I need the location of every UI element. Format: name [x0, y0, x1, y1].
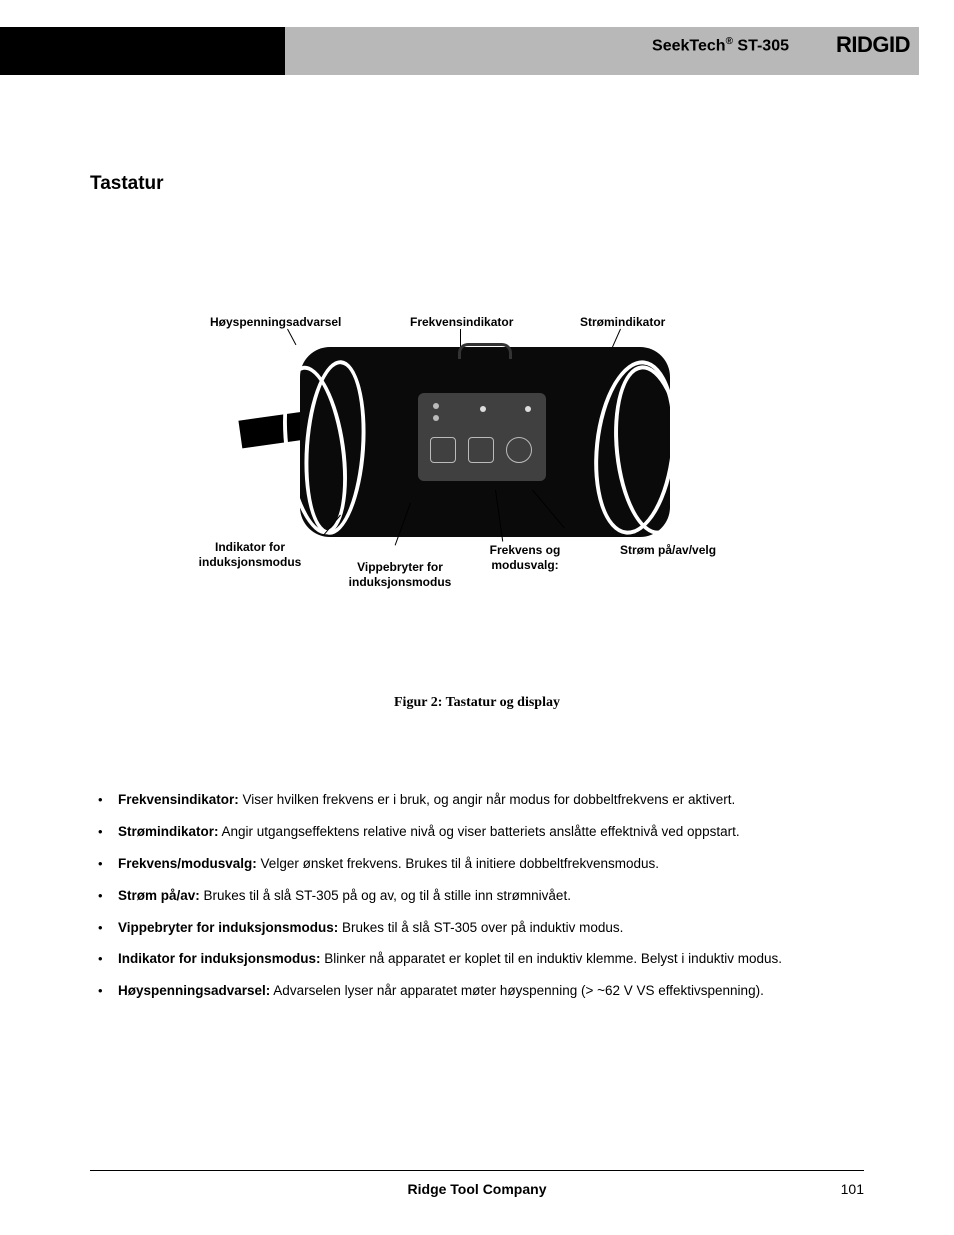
list-item: Strømindikator: Angir utgangseffektens r… [90, 823, 864, 842]
bullet-desc: Viser hvilken frekvens er i bruk, og ang… [239, 792, 735, 807]
label-frequency-indicator: Frekvensindikator [410, 315, 513, 330]
product-name: SeekTech® ST-305 [652, 36, 789, 55]
registered-mark: ® [726, 36, 733, 47]
bullet-desc: Velger ønsket frekvens. Brukes til å ini… [257, 856, 659, 871]
label-line: Frekvens og [490, 543, 561, 557]
label-line: modusvalg: [491, 558, 558, 572]
figure-caption: Figur 2: Tastatur og display [90, 695, 864, 711]
keypad-button [506, 437, 532, 463]
label-line: induksjonsmodus [199, 555, 302, 569]
bullet-term: Strøm på/av: [118, 888, 200, 903]
keypad-button [468, 437, 494, 463]
list-item: Høyspenningsadvarsel: Advarselen lyser n… [90, 982, 864, 1001]
bullet-desc: Blinker nå apparatet er koplet til en in… [321, 951, 782, 966]
list-item: Strøm på/av: Brukes til å slå ST-305 på … [90, 887, 864, 906]
list-item: Vippebryter for induksjonsmodus: Brukes … [90, 919, 864, 938]
device-handle [458, 343, 512, 359]
label-power-indicator: Strømindikator [580, 315, 665, 330]
keypad-led [525, 406, 531, 412]
keypad-led [433, 403, 439, 409]
bullet-desc: Advarselen lyser når apparatet møter høy… [270, 983, 764, 998]
page-content: Tastatur Høyspenningsadvarsel Frekvensin… [0, 173, 954, 1001]
list-item: Frekvensindikator: Viser hvilken frekven… [90, 791, 864, 810]
lead-line [612, 329, 621, 348]
header-black-block [0, 27, 285, 75]
brand-logo: RIDGID [836, 32, 910, 58]
product-suffix: ST-305 [737, 37, 789, 54]
label-high-voltage: Høyspenningsadvarsel [210, 315, 341, 330]
label-line: induksjonsmodus [349, 575, 452, 589]
bullet-term: Indikator for induksjonsmodus: [118, 951, 321, 966]
keypad-button [430, 437, 456, 463]
keypad-figure: Høyspenningsadvarsel Frekvensindikator S… [90, 315, 864, 615]
product-prefix: SeekTech [652, 37, 726, 54]
bullet-term: Frekvensindikator: [118, 792, 239, 807]
list-item: Indikator for induksjonsmodus: Blinker n… [90, 950, 864, 969]
lead-line [287, 329, 296, 345]
keypad-led [480, 406, 486, 412]
keypad-led [433, 415, 439, 421]
page-footer: Ridge Tool Company 101 [90, 1170, 864, 1197]
bullet-term: Frekvens/modusvalg: [118, 856, 257, 871]
definition-list: Frekvensindikator: Viser hvilken frekven… [90, 791, 864, 1001]
bullet-desc: Brukes til å slå ST-305 over på induktiv… [338, 920, 623, 935]
page-header: SeekTech® ST-305 RIDGID [0, 0, 954, 78]
label-power-onoff: Strøm på/av/velg [620, 543, 716, 558]
bullet-desc: Brukes til å slå ST-305 på og av, og til… [200, 888, 571, 903]
footer-company: Ridge Tool Company [90, 1181, 864, 1197]
label-line: Indikator for [215, 540, 285, 554]
label-induction-rocker: Vippebryter for induksjonsmodus [340, 560, 460, 590]
list-item: Frekvens/modusvalg: Velger ønsket frekve… [90, 855, 864, 874]
page-number: 101 [841, 1181, 864, 1197]
label-line: Vippebryter for [357, 560, 443, 574]
label-induction-indicator: Indikator for induksjonsmodus [190, 540, 310, 570]
bullet-desc: Angir utgangseffektens relative nivå og … [219, 824, 740, 839]
bullet-term: Vippebryter for induksjonsmodus: [118, 920, 338, 935]
bullet-term: Strømindikator: [118, 824, 219, 839]
section-title: Tastatur [90, 173, 864, 195]
bullet-term: Høyspenningsadvarsel: [118, 983, 270, 998]
label-frequency-mode: Frekvens og modusvalg: [475, 543, 575, 573]
